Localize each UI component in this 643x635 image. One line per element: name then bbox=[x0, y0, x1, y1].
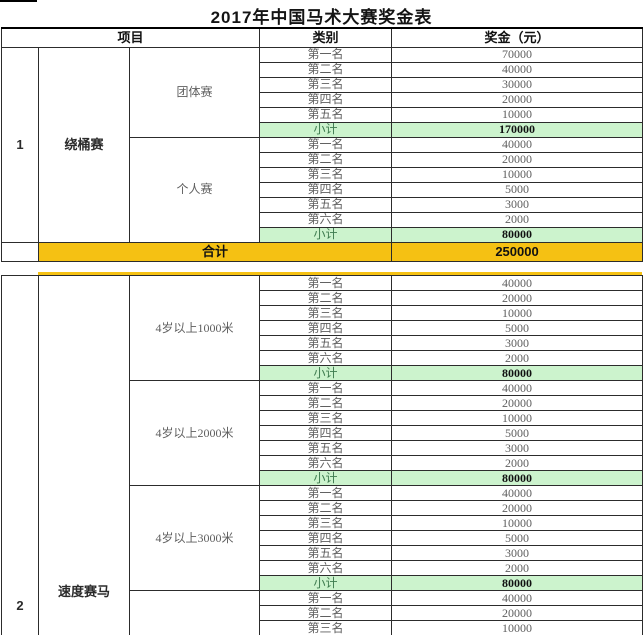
rank-cell: 第六名 bbox=[259, 560, 392, 576]
prize-cell: 10000 bbox=[391, 305, 643, 321]
rank-cell: 第一名 bbox=[259, 46, 393, 63]
rank-cell: 第四名 bbox=[259, 320, 392, 336]
grand-total-value-cell: 250000 bbox=[391, 241, 643, 262]
rank-cell: 第五名 bbox=[259, 196, 393, 213]
prize-cell: 2000 bbox=[391, 560, 643, 576]
prize-cell: 20000 bbox=[391, 605, 643, 621]
rank-cell: 第三名 bbox=[259, 166, 393, 183]
subtotal-label-cell: 小计 bbox=[259, 226, 393, 243]
prize-cell: 5000 bbox=[391, 425, 643, 441]
prize-cell: 3000 bbox=[391, 335, 643, 351]
corner-border-mark bbox=[0, 0, 37, 2]
group-label-cell: 4岁以上1000米 bbox=[129, 275, 260, 381]
prize-cell: 2000 bbox=[391, 455, 643, 471]
prize-cell: 3000 bbox=[391, 440, 643, 456]
rank-cell: 第二名 bbox=[259, 500, 392, 516]
rank-cell: 第五名 bbox=[259, 545, 392, 561]
group-label-cell: 4岁以上2000米 bbox=[129, 380, 260, 486]
prize-cell: 20000 bbox=[391, 395, 643, 411]
rank-cell: 第四名 bbox=[259, 425, 392, 441]
prize-cell: 40000 bbox=[391, 275, 643, 291]
rank-cell: 第五名 bbox=[259, 335, 392, 351]
group-label-cell: 4岁以上3000米 bbox=[129, 485, 260, 591]
grand-total-spacer-cell bbox=[1, 241, 39, 262]
prize-cell: 3000 bbox=[391, 545, 643, 561]
rank-cell: 第三名 bbox=[259, 410, 392, 426]
section-name-cell: 绕桶赛 bbox=[38, 46, 130, 243]
rank-cell: 第一名 bbox=[259, 590, 392, 606]
prize-cell: 2000 bbox=[391, 350, 643, 366]
rank-cell: 第一名 bbox=[259, 275, 392, 291]
rank-cell: 第一名 bbox=[259, 485, 392, 501]
rank-cell: 第五名 bbox=[259, 440, 392, 456]
prize-cell: 20000 bbox=[391, 500, 643, 516]
grand-total-label-cell: 合计 bbox=[37, 241, 393, 262]
prize-cell: 20000 bbox=[391, 151, 643, 168]
section-divider-accent-bar bbox=[38, 272, 642, 275]
prize-cell: 2000 bbox=[391, 211, 643, 228]
prize-cell: 30000 bbox=[391, 76, 643, 93]
rank-cell: 第六名 bbox=[259, 211, 393, 228]
section-name-cell: 速度赛马 bbox=[38, 275, 130, 635]
subtotal-label-cell: 小计 bbox=[259, 470, 392, 486]
prize-cell: 40000 bbox=[391, 136, 643, 153]
subtotal-label-cell: 小计 bbox=[259, 121, 393, 138]
rank-cell: 第二名 bbox=[259, 290, 392, 306]
prize-cell: 10000 bbox=[391, 106, 643, 123]
subtotal-value-cell: 80000 bbox=[391, 470, 643, 486]
page-title: 2017年中国马术大赛奖金表 bbox=[210, 8, 433, 27]
prize-table-section-1: 项目 类别 奖金（元） 1 绕桶赛 团体赛 第一名 70000 第二名 40000 第三名 30000… bbox=[0, 27, 643, 262]
prize-table-section-2: 2 速度赛马 4岁以上1000米 第一名 40000 第二名 20000 第三名 10000 第四… bbox=[1, 275, 643, 635]
rank-cell: 第三名 bbox=[259, 515, 392, 531]
section-index-cell: 2 bbox=[1, 275, 39, 635]
header-prize-cell: 奖金（元） bbox=[391, 27, 643, 48]
header-category-cell: 类别 bbox=[259, 27, 393, 48]
rank-cell: 第三名 bbox=[259, 305, 392, 321]
group-label-cell bbox=[129, 590, 260, 635]
section-index-cell: 1 bbox=[1, 46, 39, 243]
rank-cell: 第六名 bbox=[259, 350, 392, 366]
subtotal-value-cell: 80000 bbox=[391, 575, 643, 591]
prize-cell: 70000 bbox=[391, 46, 643, 63]
subtotal-value-cell: 80000 bbox=[391, 365, 643, 381]
subtotal-value-cell: 80000 bbox=[391, 226, 643, 243]
subtotal-value-cell: 170000 bbox=[391, 121, 643, 138]
rank-cell: 第四名 bbox=[259, 530, 392, 546]
prize-cell: 5000 bbox=[391, 320, 643, 336]
prize-cell: 40000 bbox=[391, 590, 643, 606]
subtotal-label-cell: 小计 bbox=[259, 365, 392, 381]
rank-cell: 第二名 bbox=[259, 395, 392, 411]
prize-cell: 20000 bbox=[391, 290, 643, 306]
rank-cell: 第二名 bbox=[259, 61, 393, 78]
rank-cell: 第四名 bbox=[259, 91, 393, 108]
prize-cell: 5000 bbox=[391, 181, 643, 198]
rank-cell: 第二名 bbox=[259, 605, 392, 621]
rank-cell: 第四名 bbox=[259, 181, 393, 198]
group-label-cell: 团体赛 bbox=[128, 46, 261, 138]
rank-cell: 第三名 bbox=[259, 620, 392, 635]
prize-cell: 40000 bbox=[391, 61, 643, 78]
rank-cell: 第二名 bbox=[259, 151, 393, 168]
prize-cell: 10000 bbox=[391, 620, 643, 635]
rank-cell: 第五名 bbox=[259, 106, 393, 123]
prize-cell: 5000 bbox=[391, 530, 643, 546]
prize-cell: 10000 bbox=[391, 410, 643, 426]
prize-cell: 40000 bbox=[391, 380, 643, 396]
subtotal-label-cell: 小计 bbox=[259, 575, 392, 591]
prize-cell: 10000 bbox=[391, 166, 643, 183]
rank-cell: 第六名 bbox=[259, 455, 392, 471]
prize-cell: 10000 bbox=[391, 515, 643, 531]
prize-cell: 20000 bbox=[391, 91, 643, 108]
header-project-cell: 项目 bbox=[0, 27, 261, 48]
group-label-cell: 个人赛 bbox=[128, 136, 261, 243]
rank-cell: 第三名 bbox=[259, 76, 393, 93]
prize-cell: 40000 bbox=[391, 485, 643, 501]
prize-cell: 3000 bbox=[391, 196, 643, 213]
rank-cell: 第一名 bbox=[259, 380, 392, 396]
rank-cell: 第一名 bbox=[259, 136, 393, 153]
